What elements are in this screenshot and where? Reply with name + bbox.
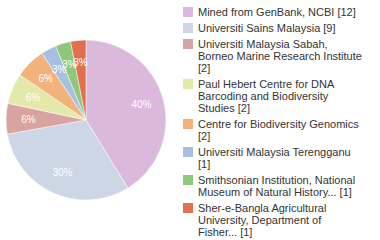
legend-label: Universiti Sains Malaysia [9] (198, 22, 336, 34)
legend-line: [2] (198, 62, 210, 74)
legend-line: [2] (198, 130, 210, 142)
legend-swatch (183, 39, 193, 49)
legend-label: Centre for Biodiversity Genomics[2] (198, 118, 359, 142)
pie (6, 40, 166, 200)
legend-line: Museum of Natural History... [1] (198, 186, 352, 198)
legend-line: Borneo Marine Research Institute (198, 50, 362, 62)
legend: Mined from GenBank, NCBI [12] Universiti … (183, 6, 362, 238)
legend-line: University, Department of (198, 214, 322, 226)
data-label: 6% (38, 73, 53, 84)
legend-line: Smithsonian Institution, National (198, 174, 355, 186)
legend-label: Universiti Malaysia Sabah,Borneo Marine … (198, 38, 362, 74)
legend-line: Centre for Biodiversity Genomics (198, 118, 359, 130)
legend-line: Universiti Malaysia Sabah, (198, 38, 328, 50)
data-label: 3% (73, 57, 88, 68)
legend-label: Universiti Malaysia Terengganu[1] (198, 146, 351, 170)
data-label: 6% (26, 92, 41, 103)
data-label: 30% (52, 167, 72, 178)
legend-swatch (183, 7, 193, 17)
legend-line: Studies [2] (198, 102, 250, 114)
legend-line: Universiti Malaysia Terengganu (198, 146, 351, 158)
legend-line: Mined from GenBank, NCBI [12] (198, 6, 356, 18)
legend-swatch (183, 147, 193, 157)
pie-slice (71, 40, 86, 120)
data-label: 40% (131, 99, 151, 110)
legend-swatch (183, 175, 193, 185)
legend-line: Universiti Sains Malaysia [9] (198, 22, 336, 34)
chart: 40%30%6%6%6%3%3%3%Mined from GenBank, NC… (0, 0, 380, 240)
legend-line: [1] (198, 158, 210, 170)
legend-swatch (183, 119, 193, 129)
legend-label: Mined from GenBank, NCBI [12] (198, 6, 356, 18)
legend-line: Barcoding and Biodiversity (198, 90, 329, 102)
data-labels: 40%30%6%6%6%3%3%3% (21, 57, 151, 178)
legend-label: Paul Hebert Centre for DNABarcoding and … (198, 78, 335, 114)
pie-slice (7, 120, 128, 200)
legend-line: Sher-e-Bangla Agricultural (198, 202, 326, 214)
data-label: 6% (21, 114, 36, 125)
legend-label: Smithsonian Institution, NationalMuseum … (198, 174, 355, 198)
legend-line: Fisher... [1] (198, 226, 252, 238)
legend-swatch (183, 23, 193, 33)
legend-label: Sher-e-Bangla AgriculturalUniversity, De… (198, 202, 326, 238)
legend-swatch (183, 79, 193, 89)
legend-swatch (183, 203, 193, 213)
legend-line: Paul Hebert Centre for DNA (198, 78, 335, 90)
